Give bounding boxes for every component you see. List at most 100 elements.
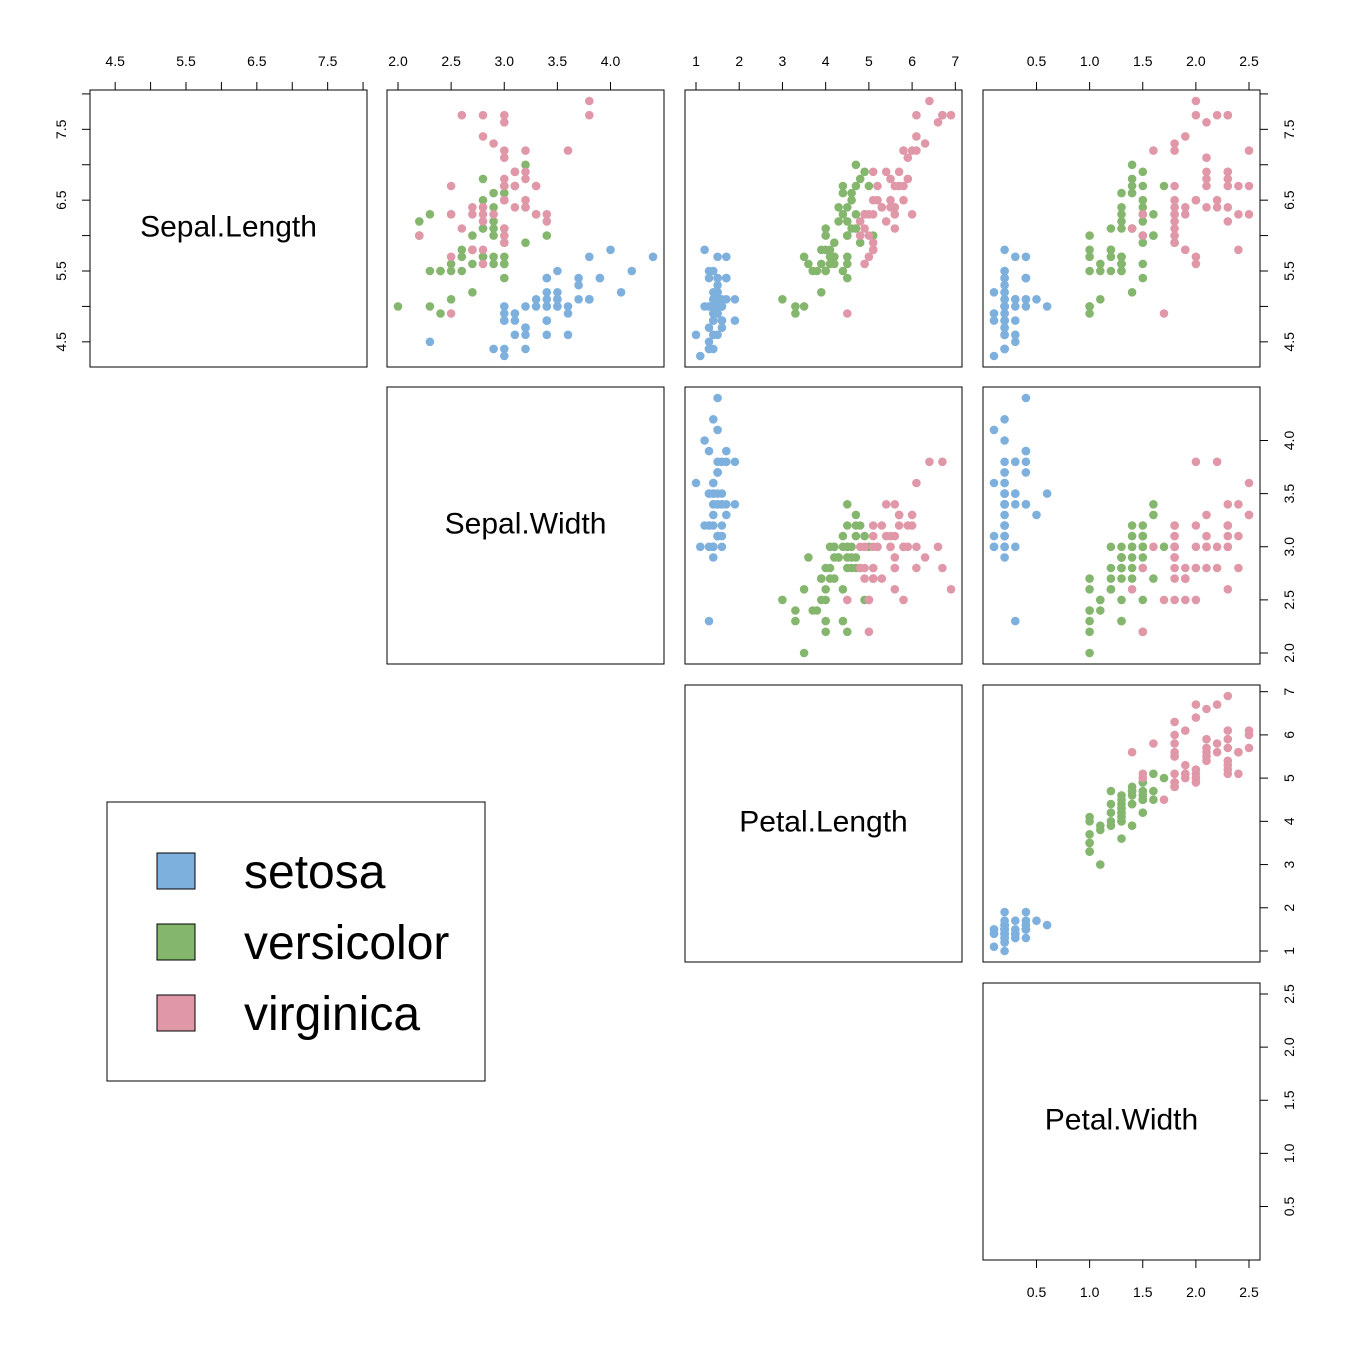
point-versicolor xyxy=(847,224,856,233)
tick-label-sepal-length-right: 6.5 xyxy=(1281,190,1297,210)
point-setosa xyxy=(1011,337,1020,347)
tick-label-sepal-length: 4.5 xyxy=(105,53,125,69)
point-virginica xyxy=(1202,153,1211,162)
tick-label-sepal-length: 5.5 xyxy=(53,261,69,281)
point-virginica xyxy=(907,210,917,219)
tick-label-petal-length: 1 xyxy=(692,53,700,69)
point-setosa xyxy=(553,266,562,276)
point-setosa xyxy=(713,468,722,477)
point-versicolor xyxy=(851,531,861,541)
legend-swatch-versicolor xyxy=(156,923,196,961)
point-virginica xyxy=(1191,778,1201,787)
point-setosa xyxy=(713,425,722,435)
point-setosa xyxy=(989,288,999,297)
point-versicolor xyxy=(1117,812,1126,822)
point-virginica xyxy=(1149,739,1158,748)
point-setosa xyxy=(704,489,714,498)
point-virginica xyxy=(890,531,900,541)
panel-frame xyxy=(684,684,963,963)
point-setosa xyxy=(1000,436,1009,445)
point-virginica xyxy=(468,245,477,255)
point-virginica xyxy=(1138,563,1148,573)
point-virginica xyxy=(563,146,573,155)
point-setosa xyxy=(1000,489,1009,498)
point-versicolor xyxy=(838,181,848,191)
point-setosa xyxy=(1000,521,1009,530)
point-virginica xyxy=(478,203,488,212)
tick-label-petal-length: 3 xyxy=(779,53,787,69)
point-setosa xyxy=(709,309,718,318)
point-setosa xyxy=(1021,907,1031,917)
point-setosa xyxy=(521,323,530,333)
point-setosa xyxy=(585,252,594,262)
point-versicolor xyxy=(791,302,800,311)
tick-label-sepal-length-right: 5.5 xyxy=(1281,261,1297,281)
point-setosa xyxy=(989,542,999,552)
point-virginica xyxy=(1212,542,1222,552)
point-versicolor xyxy=(436,266,445,276)
point-setosa xyxy=(704,337,714,347)
point-versicolor xyxy=(478,174,488,184)
point-setosa xyxy=(730,295,740,304)
point-setosa xyxy=(1000,330,1009,340)
point-virginica xyxy=(890,500,900,509)
point-virginica xyxy=(868,521,878,530)
point-versicolor xyxy=(799,302,809,311)
point-versicolor xyxy=(799,648,809,658)
point-versicolor xyxy=(1159,542,1169,552)
point-virginica xyxy=(1181,773,1190,783)
point-virginica xyxy=(1212,110,1222,120)
point-virginica xyxy=(881,217,891,226)
point-setosa xyxy=(1032,510,1041,520)
point-virginica xyxy=(468,203,477,212)
tick-label-petal-width-right: 1.5 xyxy=(1281,1090,1297,1110)
point-virginica xyxy=(868,245,878,255)
panel-sepal-length-vs-petal-length xyxy=(684,89,963,368)
point-virginica xyxy=(877,203,887,212)
point-setosa xyxy=(722,252,731,262)
point-setosa xyxy=(1021,925,1031,934)
point-versicolor xyxy=(855,174,865,184)
point-versicolor xyxy=(1085,585,1094,594)
point-versicolor xyxy=(1085,648,1094,658)
point-virginica xyxy=(1202,756,1211,766)
point-setosa xyxy=(696,542,705,552)
point-setosa xyxy=(713,273,722,283)
legend-swatch-setosa xyxy=(156,852,196,890)
point-virginica xyxy=(912,563,921,573)
point-setosa xyxy=(1021,500,1031,509)
point-virginica xyxy=(912,110,921,120)
point-setosa xyxy=(709,542,718,552)
tick-label-petal-width-bottom: 0.5 xyxy=(1027,1284,1047,1300)
point-versicolor xyxy=(1085,309,1094,318)
point-virginica xyxy=(1223,726,1233,735)
point-versicolor xyxy=(860,531,869,541)
point-versicolor xyxy=(1127,181,1137,191)
point-virginica xyxy=(1170,139,1179,148)
point-virginica xyxy=(478,210,488,219)
point-virginica xyxy=(938,110,947,120)
point-virginica xyxy=(500,153,509,162)
point-versicolor xyxy=(1106,585,1116,594)
panel-sepal-width-vs-sepal-width: Sepal.Width xyxy=(386,386,665,665)
point-virginica xyxy=(1234,500,1243,509)
point-versicolor xyxy=(1117,203,1126,212)
legend-label-virginica: virginica xyxy=(244,988,420,1041)
point-virginica xyxy=(446,252,456,262)
point-versicolor xyxy=(1138,195,1148,205)
point-versicolor xyxy=(804,553,813,562)
tick-label-sepal-length: 6.5 xyxy=(247,53,267,69)
tick-label-petal-length: 4 xyxy=(822,53,830,69)
point-virginica xyxy=(920,553,930,562)
tick-label-sepal-width-right: 2.5 xyxy=(1281,590,1297,610)
point-virginica xyxy=(1191,259,1201,269)
point-setosa xyxy=(1000,946,1009,956)
tick-label-petal-width-right: 0.5 xyxy=(1281,1197,1297,1217)
point-virginica xyxy=(868,542,878,552)
point-versicolor xyxy=(1117,224,1126,233)
point-versicolor xyxy=(1127,188,1137,198)
tick-label-petal-width: 1.5 xyxy=(1133,53,1153,69)
point-setosa xyxy=(585,295,594,304)
point-setosa xyxy=(717,316,727,325)
